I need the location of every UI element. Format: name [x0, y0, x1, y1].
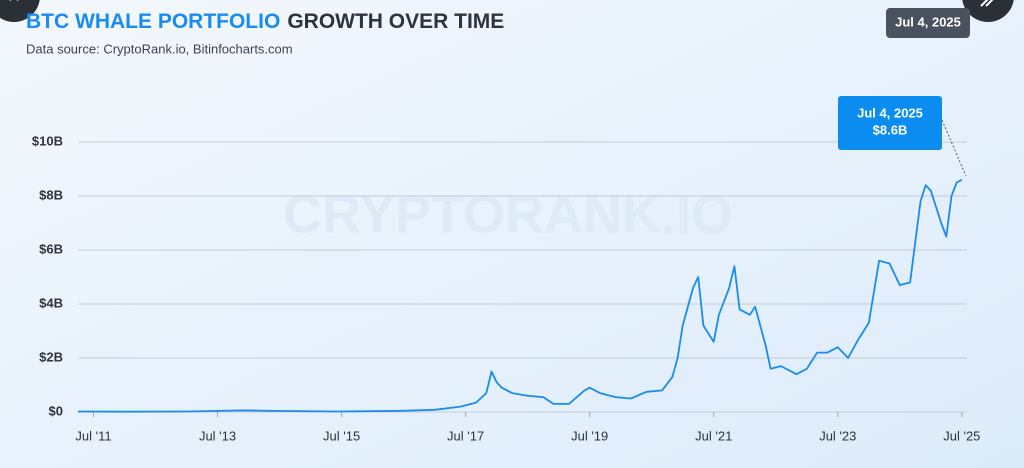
watermark: CRYPTORANK.IO [283, 184, 733, 244]
y-tick-label: $8B [39, 187, 63, 202]
annotation-title: Jul 4, 2025 [857, 105, 923, 120]
y-tick-label: $6B [39, 241, 63, 256]
plot-area: $0 $2B $4B $6B $8B $10B Jul '11 Jul '13 Jul '15 J… [32, 133, 980, 443]
x-tick-label: Jul '21 [695, 428, 732, 443]
x-tick-label: Jul '11 [75, 428, 111, 443]
subtitle: Data source: CryptoRank.io, Bitinfochart… [26, 41, 293, 56]
date-badge-box [886, 8, 970, 38]
y-tick-label: $10B [32, 133, 63, 148]
expand-icon [980, 0, 994, 7]
title-main: GROWTH OVER TIME [287, 10, 504, 33]
x-tick-label: Jul '19 [571, 428, 608, 443]
date-badge: Jul 4, 2025 [895, 14, 961, 29]
x-tick-label: Jul '15 [323, 428, 360, 443]
title: BTC WHALE PORTFOLIO GROWTH OVER TIME [26, 10, 504, 33]
title-highlight: BTC WHALE PORTFOLIO [26, 10, 280, 33]
annotation-box [838, 96, 942, 150]
x-tick-label: Jul '13 [199, 428, 236, 443]
annotation-text: $8.6B [873, 122, 908, 137]
y-tick-label: $0 [49, 403, 63, 418]
x-tick-label: Jul '25 [943, 428, 980, 443]
y-tick-label: $4B [39, 295, 63, 310]
x-tick-label: Jul '17 [447, 428, 484, 443]
expand-button[interactable] [962, 0, 1014, 22]
x-tick-label: Jul '23 [819, 428, 856, 443]
line [77, 179, 963, 413]
close-button[interactable] [0, 0, 40, 22]
y-tick-label: $2B [39, 349, 63, 364]
